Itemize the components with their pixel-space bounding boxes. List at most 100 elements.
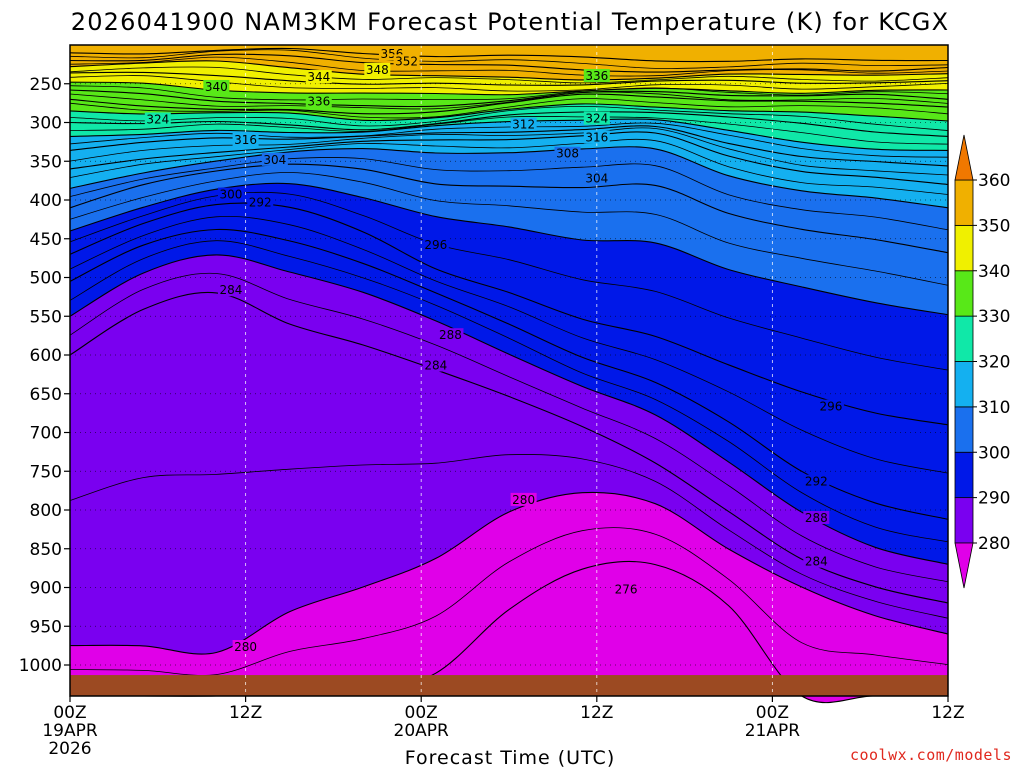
- plot-frame: [69, 44, 949, 697]
- contour-296: [69, 202, 949, 426]
- contour-288: [69, 254, 949, 565]
- contour-label: 288: [805, 511, 828, 525]
- contour-286: [69, 272, 949, 583]
- contour-308: [69, 146, 949, 209]
- colorbar-band: [954, 224, 974, 272]
- contour-label-bg: [247, 195, 274, 209]
- contour-label-bg: [261, 152, 288, 166]
- contour-label-bg: [422, 237, 449, 251]
- colorbar-band: [954, 270, 974, 317]
- contour-318: [69, 122, 949, 158]
- contour-290: [69, 240, 949, 543]
- contour-336: [69, 89, 949, 108]
- colorbar: 280 290 300 310 320 330 340 350 360: [954, 134, 1010, 589]
- contour-label-bg: [144, 112, 171, 126]
- y-tick-label: 500: [30, 269, 62, 289]
- colorbar-label: 360: [978, 171, 1010, 191]
- contour-354: [69, 49, 949, 69]
- contour-label-bg: [305, 94, 332, 108]
- contour-label: 340: [205, 80, 228, 94]
- contour-lines: [69, 47, 949, 704]
- y-tick-label: 550: [30, 307, 62, 327]
- y-tick-label: 350: [30, 152, 62, 172]
- colorbar-band: [954, 406, 974, 453]
- contour-316: [69, 125, 949, 167]
- contour-294: [69, 216, 949, 474]
- contour-label-bg: [510, 117, 537, 131]
- colorbar-band: [954, 315, 974, 362]
- y-tick-label: 850: [30, 540, 62, 560]
- y-tick-label: 600: [30, 346, 62, 366]
- contour-label-bg: [510, 492, 537, 506]
- contour-label-bg: [305, 70, 332, 84]
- contour-300: [69, 182, 949, 316]
- contour-label-bg: [422, 358, 449, 372]
- y-tick-label: 750: [30, 462, 62, 482]
- chart-title: 2026041900 NAM3KM Forecast Potential Tem…: [71, 8, 950, 36]
- contour-label-bg: [803, 510, 830, 524]
- y-tick-label: 650: [30, 385, 62, 405]
- contour-312: [69, 131, 949, 186]
- ground-surface: [70, 675, 948, 696]
- contour-label: 344: [307, 70, 330, 84]
- contour-310: [69, 138, 949, 195]
- contour-label: 296: [819, 400, 842, 414]
- contour-label: 324: [146, 113, 169, 127]
- contour-348: [69, 60, 949, 81]
- contour-label-bg: [364, 62, 391, 76]
- contour-label-bg: [817, 399, 844, 413]
- contour-292: [69, 228, 949, 520]
- contour-label: 292: [249, 196, 272, 210]
- contour-label: 280: [234, 640, 257, 654]
- band-276: [70, 561, 948, 703]
- colorbar-label: 300: [978, 443, 1010, 463]
- x-tick-label: 12Z: [229, 703, 262, 723]
- y-tick-label: 300: [30, 114, 62, 134]
- contour-330: [69, 98, 949, 119]
- contour-label-bg: [803, 474, 830, 488]
- colorbar-label: 320: [978, 353, 1010, 373]
- contour-label: 276: [615, 582, 638, 596]
- contour-304: [69, 163, 949, 254]
- contour-label: 296: [424, 238, 447, 252]
- colorbar-band: [954, 451, 974, 499]
- filled-contours: [70, 45, 948, 703]
- contour-label: 352: [395, 54, 418, 68]
- colorbar-band: [954, 179, 974, 226]
- contour-328: [69, 103, 949, 122]
- contour-label-bg: [203, 79, 230, 93]
- contour-label: 316: [234, 133, 257, 147]
- contour-280: [69, 491, 949, 655]
- contour-label-bg: [554, 146, 581, 160]
- x-tick-date: 21APR: [745, 721, 801, 741]
- contour-label: 308: [556, 147, 579, 161]
- contour-label-bg: [217, 283, 244, 297]
- x-tick-year: 2026: [48, 739, 91, 759]
- contour-356: [69, 47, 949, 63]
- x-tick-label: 12Z: [931, 703, 964, 723]
- colorbar-label: 290: [978, 489, 1010, 509]
- contour-label-bg: [583, 130, 610, 144]
- contour-label-bg: [232, 132, 259, 146]
- contour-302: [69, 172, 949, 286]
- contour-284: [69, 291, 949, 604]
- y-tick-label: 250: [30, 75, 62, 95]
- y-tick-label: 700: [30, 424, 62, 444]
- contour-332: [69, 93, 949, 115]
- contour-label: 304: [263, 153, 286, 167]
- x-axis-label: Forecast Time (UTC): [405, 747, 615, 768]
- x-tick-date: 20APR: [394, 721, 450, 741]
- contour-320: [69, 118, 949, 151]
- contour-278: [69, 527, 949, 676]
- colorbar-arrow-top: [954, 134, 974, 181]
- y-tick-label: 800: [30, 501, 62, 521]
- contour-label-bg: [803, 554, 830, 568]
- contour-label-bg: [393, 54, 420, 68]
- contour-334: [69, 91, 949, 110]
- contour-326: [69, 105, 949, 131]
- contour-298: [69, 191, 949, 371]
- contour-label: 280: [512, 493, 535, 507]
- contour-label: 284: [220, 283, 243, 297]
